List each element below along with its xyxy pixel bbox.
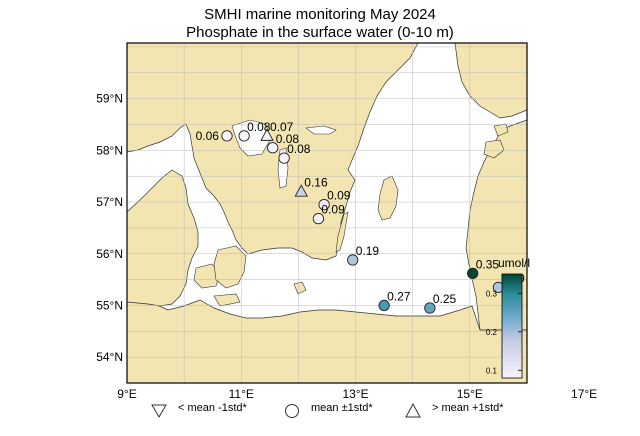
station-value-label: 0.07: [270, 120, 294, 134]
land-bornholm: [293, 281, 307, 295]
lake-malaren: [305, 125, 337, 135]
colorbar-tick-label: 0.1: [486, 366, 498, 375]
station-value-label: 0.08: [247, 120, 271, 134]
station-marker-triangle-up[interactable]: [294, 184, 309, 197]
land-zealand: [213, 245, 247, 289]
station-value-label: 0.3: [621, 180, 638, 194]
lat-tick-label: 56°N: [96, 247, 123, 261]
station-marker-circle[interactable]: [424, 302, 436, 314]
colorbar-tick-label: 0.2: [486, 328, 498, 337]
lat-tick-label: 55°N: [96, 298, 123, 312]
land-lolland: [213, 293, 241, 307]
colorbar-bar: [501, 273, 523, 379]
legend-within: mean ±1std*: [311, 402, 373, 414]
axis-labels: 9°E11°E13°E15°E17°E19°E21°E54°N55°N56°N5…: [96, 92, 597, 401]
lat-tick-label: 58°N: [96, 143, 123, 157]
lat-tick-label: 54°N: [96, 350, 123, 364]
station-value-label: 0.09: [321, 203, 345, 217]
land-saaremaa: [483, 139, 505, 159]
map-body: 0.070.060.080.080.080.160.090.090.190.27…: [127, 43, 640, 383]
land-funen: [193, 263, 221, 289]
lon-tick-label: 17°E: [571, 387, 597, 401]
legend-triangle-up-icon: [405, 402, 421, 418]
lon-tick-label: 15°E: [457, 387, 483, 401]
land-gotland: [377, 175, 399, 221]
station-marker-circle[interactable]: [318, 198, 330, 211]
colorbar-ticks: 0.3 0.2 0.1: [486, 289, 522, 375]
station-value-label: 0.09: [327, 189, 351, 203]
station-value-label: 0.08: [287, 142, 311, 156]
station-value-label: 0.25: [433, 292, 457, 306]
map-subtitle: Phosphate in the surface water (0-10 m): [186, 24, 454, 41]
station-marker-circle[interactable]: [467, 267, 479, 280]
station-value-label: 0.08: [276, 132, 300, 146]
station-value-label: 0.21: [536, 278, 560, 292]
station-value-label: 0.06: [196, 129, 220, 143]
legend-triangle-down-icon: [151, 404, 167, 418]
colorbar: umol/l 0.3 0.2 0.1: [486, 256, 530, 379]
station-marker-circle[interactable]: [221, 130, 233, 142]
graticule: [127, 43, 527, 383]
station-value-label: 0.27: [387, 289, 411, 303]
map-title: SMHI marine monitoring May 2024: [204, 6, 436, 23]
lat-tick-label: 57°N: [96, 195, 123, 209]
station-marker-circle[interactable]: [238, 130, 250, 142]
lon-tick-label: 13°E: [342, 387, 368, 401]
station-marker-triangle-up[interactable]: [260, 128, 274, 141]
colorbar-unit: umol/l: [498, 256, 530, 270]
legend-above: > mean +1std*: [432, 402, 504, 414]
land-finland: [454, 43, 527, 119]
station-marker-circle[interactable]: [312, 212, 325, 225]
station-marker-circle[interactable]: [613, 191, 623, 201]
station-value-label: 0.16: [304, 176, 328, 190]
lon-tick-label: 9°E: [117, 387, 136, 401]
legend-circle-icon: [285, 404, 299, 418]
station-value-label: 0.35: [476, 257, 500, 271]
map-frame: [126, 42, 528, 384]
land-southern-coast: [127, 299, 527, 383]
station-marker-circle[interactable]: [630, 144, 640, 154]
lon-tick-label: 11°E: [229, 387, 254, 401]
station-marker-circle[interactable]: [527, 288, 537, 298]
colorbar-tick-label: 0.3: [486, 289, 498, 298]
legend-below: < mean -1std*: [178, 402, 247, 414]
land-oland: [335, 211, 349, 253]
station-value-label: 0.19: [356, 244, 380, 258]
station-marker-circle[interactable]: [278, 152, 290, 164]
station-marker-circle[interactable]: [347, 254, 359, 266]
lat-tick-label: 59°N: [96, 92, 123, 106]
station-marker-circle[interactable]: [267, 142, 279, 154]
station-marker-circle[interactable]: [378, 299, 390, 312]
